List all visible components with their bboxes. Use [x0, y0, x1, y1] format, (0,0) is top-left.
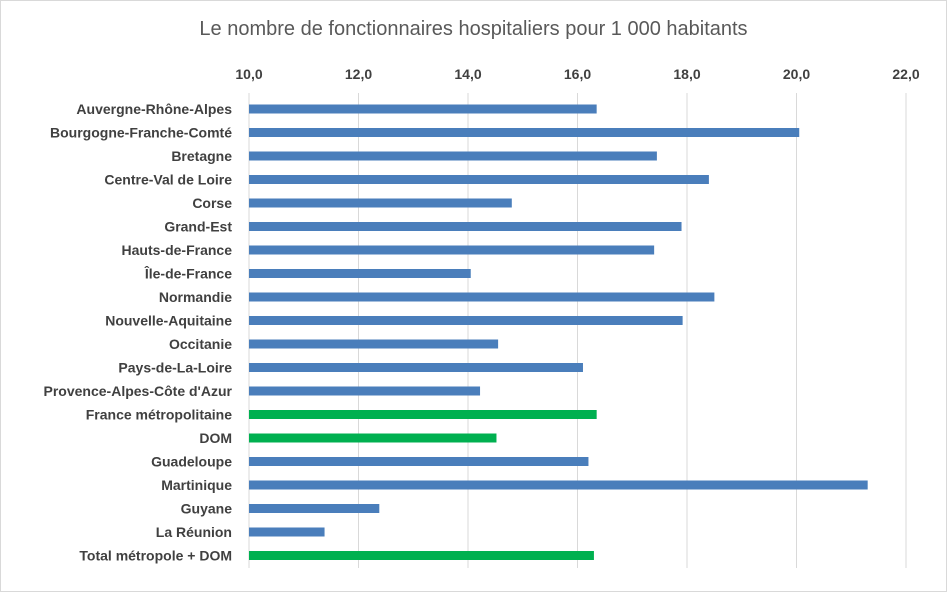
- category-label: Guyane: [181, 501, 233, 517]
- category-label: Île-de-France: [144, 265, 232, 282]
- category-label: Martinique: [161, 477, 232, 493]
- category-label: Centre-Val de Loire: [104, 172, 232, 188]
- bar: [249, 198, 512, 208]
- x-tick-label: 10,0: [235, 66, 262, 82]
- x-tick-label: 16,0: [564, 66, 591, 82]
- category-label: Normandie: [159, 289, 232, 305]
- category-label: Total métropole + DOM: [79, 548, 232, 564]
- bar: [249, 339, 499, 349]
- category-label: Auvergne-Rhône-Alpes: [76, 101, 232, 117]
- bar: [249, 410, 597, 419]
- x-tick-label: 14,0: [454, 66, 481, 82]
- category-label: France métropolitaine: [86, 407, 232, 423]
- category-label: DOM: [199, 430, 232, 446]
- x-tick-label: 12,0: [345, 66, 372, 82]
- bar: [249, 316, 683, 325]
- bar: [249, 222, 682, 231]
- x-tick-label: 18,0: [673, 66, 700, 82]
- category-label: Bretagne: [171, 148, 232, 164]
- category-label: La Réunion: [156, 524, 232, 540]
- chart-title: Le nombre de fonctionnaires hospitaliers…: [199, 18, 748, 40]
- category-label: Occitanie: [169, 336, 232, 352]
- category-label: Hauts-de-France: [122, 242, 233, 258]
- bar: [249, 551, 594, 560]
- category-label: Grand-Est: [164, 219, 232, 235]
- bar: [249, 504, 380, 513]
- bar: [249, 151, 657, 161]
- bar: [249, 245, 655, 255]
- category-label: Pays-de-La-Loire: [118, 360, 232, 376]
- bar: [249, 104, 597, 114]
- bar: [249, 363, 583, 372]
- category-label: Bourgogne-Franche-Comté: [50, 125, 232, 141]
- category-label: Nouvelle-Aquitaine: [105, 313, 232, 329]
- bar: [249, 292, 715, 302]
- bar: [249, 433, 497, 443]
- bar: [249, 128, 800, 137]
- category-label: Corse: [192, 195, 232, 211]
- bar: [249, 175, 709, 184]
- bar: [249, 269, 471, 278]
- x-tick-label: 20,0: [783, 66, 810, 82]
- bar: [249, 457, 589, 466]
- category-label: Provence-Alpes-Côte d'Azur: [44, 383, 233, 399]
- x-tick-label: 22,0: [892, 66, 919, 82]
- bar: [249, 386, 481, 396]
- category-label: Guadeloupe: [151, 454, 232, 470]
- bar: [249, 480, 868, 490]
- bar: [249, 527, 325, 537]
